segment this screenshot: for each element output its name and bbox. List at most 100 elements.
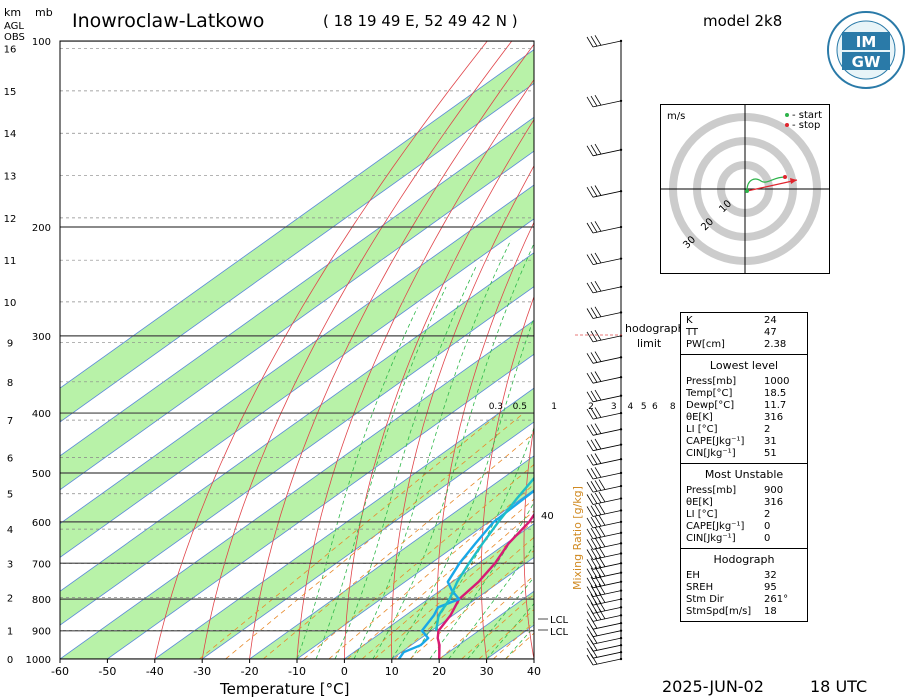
mixing-ratio-label: 0.5 bbox=[513, 402, 527, 412]
svg-text:GW: GW bbox=[852, 53, 881, 71]
station-title: Inowroclaw-Latkowo bbox=[72, 10, 265, 32]
temperature-tick-label: -20 bbox=[241, 665, 259, 678]
km-tick-label: 2 bbox=[7, 593, 13, 604]
model-label: model 2k8 bbox=[703, 12, 783, 30]
isotherm-line bbox=[60, 116, 534, 457]
stat-key: EH bbox=[686, 570, 700, 581]
mixing-ratio-label: 4 bbox=[628, 402, 634, 412]
hodograph-ring-20: 20 bbox=[699, 216, 716, 233]
hodograph-stats-title: Hodograph bbox=[713, 553, 775, 566]
isotherm-line bbox=[60, 49, 534, 389]
stat-value: 900 bbox=[764, 485, 784, 496]
stat-row: TT 47 bbox=[681, 327, 807, 339]
left-axis-labels: 1002003004005006007008009001000012345678… bbox=[4, 37, 51, 666]
mixing-ratio-line bbox=[199, 412, 501, 659]
mixing-ratio-line bbox=[328, 483, 534, 659]
wind-level-dot bbox=[619, 636, 623, 640]
stat-key: Temp[°C] bbox=[686, 388, 733, 399]
mixing-ratio-label: 6 bbox=[652, 402, 658, 412]
wind-level-dot bbox=[619, 484, 623, 488]
km-tick-label: 14 bbox=[4, 129, 17, 140]
moist-adiabat bbox=[372, 242, 534, 659]
wind-level-dot bbox=[619, 471, 623, 475]
dry-adiabat bbox=[823, 41, 910, 659]
pressure-tick-label: 400 bbox=[32, 409, 51, 420]
dry-adiabat bbox=[436, 221, 534, 659]
stat-row: CAPE[Jkg⁻¹] 31 bbox=[681, 436, 807, 448]
stat-value: 24 bbox=[764, 315, 777, 326]
stability-indices-table: K 24 TT 47 PW[cm] 2.38 Lowest level Press[mb]… bbox=[680, 312, 808, 622]
moist-adiabat bbox=[334, 264, 478, 659]
mixing-ratio-lines bbox=[199, 412, 534, 659]
stat-key: CAPE[Jkg⁻¹] bbox=[686, 436, 745, 447]
wind-barb bbox=[586, 600, 622, 614]
isotherm-line bbox=[60, 184, 534, 525]
stat-key: CIN[Jkg⁻¹] bbox=[686, 533, 736, 544]
most-unstable-section: Most Unstable Press[mb] 900 θE[K] 316 LI [°C… bbox=[681, 464, 807, 549]
stat-value: 2 bbox=[764, 509, 771, 520]
stat-key: Dewp[°C] bbox=[686, 400, 735, 411]
storm-motion-vector bbox=[746, 179, 798, 192]
stat-key: CAPE[Jkg⁻¹] bbox=[686, 521, 745, 532]
km-tick-label: 11 bbox=[4, 256, 17, 267]
km-tick-label: 9 bbox=[7, 338, 13, 349]
wind-level-dot bbox=[619, 457, 623, 461]
km-tick-label: 16 bbox=[4, 45, 17, 56]
stat-key: PW[cm] bbox=[686, 339, 725, 350]
mixing-ratio-line bbox=[225, 412, 525, 659]
stat-row: LI [°C] 2 bbox=[681, 509, 807, 521]
stat-value: 2 bbox=[764, 424, 771, 435]
pressure-tick-label: 100 bbox=[32, 37, 51, 48]
wind-level-dot bbox=[619, 531, 623, 535]
temperature-tick-label: 0 bbox=[341, 665, 348, 678]
hodograph-limit-label-1: hodograph bbox=[625, 322, 685, 335]
wind-barb bbox=[586, 329, 622, 343]
wind-barb bbox=[586, 583, 622, 597]
isotherm-line bbox=[296, 489, 534, 659]
pressure-tick-label: 600 bbox=[32, 518, 51, 529]
profile-series-2 bbox=[434, 476, 534, 631]
km-tick-label: 4 bbox=[7, 525, 13, 536]
mixing-ratio-label: 1 bbox=[551, 402, 557, 412]
hodograph-unit: m/s bbox=[667, 111, 685, 122]
temperature-tick-label: 20 bbox=[432, 665, 446, 678]
mixing-ratio-label: 0.3 bbox=[489, 402, 503, 412]
svg-text:IM: IM bbox=[856, 33, 877, 51]
wind-barb bbox=[586, 423, 622, 436]
imgw-logo: IM GW bbox=[826, 10, 906, 90]
station-coordinates: ( 18 19 49 E, 52 49 42 N ) bbox=[323, 12, 518, 30]
most-unstable-title: Most Unstable bbox=[704, 468, 784, 481]
wind-barb bbox=[586, 491, 622, 505]
stat-row: StmSpd[m/s] 18 bbox=[681, 606, 807, 618]
stat-value: 31 bbox=[764, 436, 777, 447]
pressure-gridlines bbox=[60, 41, 534, 659]
mixing-ratio-line bbox=[303, 464, 534, 659]
isotherm-band bbox=[60, 49, 534, 423]
mixing-ratio-line bbox=[262, 432, 534, 659]
temperature-tick-label: -10 bbox=[288, 665, 306, 678]
isotherm-band bbox=[60, 117, 534, 490]
agl-label: AGL bbox=[4, 21, 24, 32]
wind-level-dot bbox=[619, 606, 623, 609]
stat-value: 18.5 bbox=[764, 388, 787, 399]
wind-barb bbox=[586, 546, 622, 560]
wind-barb bbox=[586, 252, 622, 265]
stat-row: K 24 bbox=[681, 315, 807, 327]
km-label: km bbox=[4, 6, 21, 19]
wind-barb bbox=[586, 407, 622, 420]
mixing-ratio-line bbox=[347, 498, 534, 659]
km-tick-label: 15 bbox=[4, 87, 17, 98]
wind-barb bbox=[586, 503, 622, 517]
dry-adiabat bbox=[296, 78, 534, 659]
bottom-axis-labels: -60 -50 -40 -30 -20 -10 0 10 20 30 40 bbox=[51, 659, 541, 678]
wind-barb bbox=[586, 94, 622, 108]
km-tick-label: 1 bbox=[7, 626, 13, 637]
pressure-tick-label: 1000 bbox=[26, 655, 51, 666]
stat-key: StmSpd[m/s] bbox=[686, 606, 752, 617]
hodograph-stats-section: Hodograph EH 32 SREH 95 Stm Dir 261° StmSpd[m/… bbox=[681, 549, 807, 621]
mixing-ratio-label: 5 bbox=[641, 402, 647, 412]
lowest-level-section: Lowest level Press[mb] 1000 Temp[°C] 18.5 De… bbox=[681, 355, 807, 464]
stat-value: 32 bbox=[764, 570, 777, 581]
pressure-tick-label: 700 bbox=[32, 559, 51, 570]
mixing-ratio-axis-title: Mixing Ratio [g/kg] bbox=[571, 486, 584, 590]
